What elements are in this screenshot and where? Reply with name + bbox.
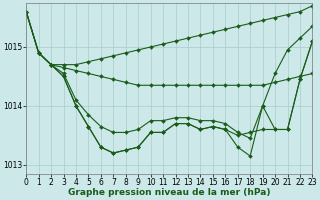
X-axis label: Graphe pression niveau de la mer (hPa): Graphe pression niveau de la mer (hPa)	[68, 188, 270, 197]
